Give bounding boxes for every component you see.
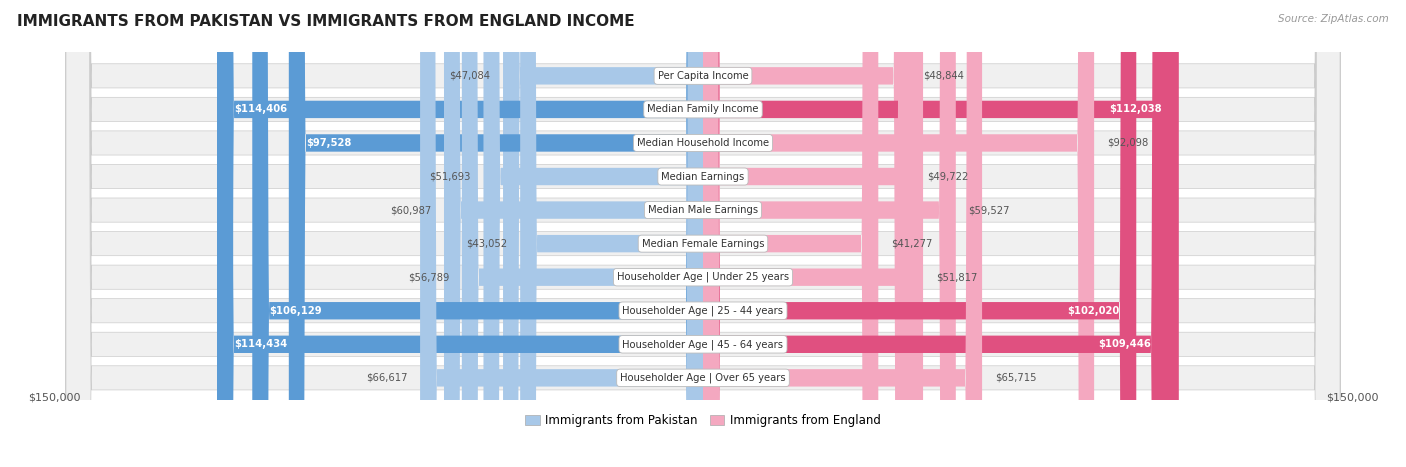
Text: Median Household Income: Median Household Income bbox=[637, 138, 769, 148]
Text: $109,446: $109,446 bbox=[1098, 340, 1152, 349]
FancyBboxPatch shape bbox=[703, 0, 914, 467]
FancyBboxPatch shape bbox=[66, 0, 1340, 467]
FancyBboxPatch shape bbox=[66, 0, 1340, 467]
Text: $65,715: $65,715 bbox=[995, 373, 1036, 383]
FancyBboxPatch shape bbox=[66, 0, 1340, 467]
Text: $47,084: $47,084 bbox=[450, 71, 491, 81]
FancyBboxPatch shape bbox=[66, 0, 1340, 467]
FancyBboxPatch shape bbox=[703, 0, 956, 467]
Text: $106,129: $106,129 bbox=[270, 306, 322, 316]
FancyBboxPatch shape bbox=[217, 0, 703, 467]
Text: $51,817: $51,817 bbox=[936, 272, 977, 282]
Text: $150,000: $150,000 bbox=[1326, 392, 1378, 402]
FancyBboxPatch shape bbox=[703, 0, 1178, 467]
FancyBboxPatch shape bbox=[444, 0, 703, 467]
Text: Median Male Earnings: Median Male Earnings bbox=[648, 205, 758, 215]
FancyBboxPatch shape bbox=[66, 0, 1340, 467]
Text: Median Earnings: Median Earnings bbox=[661, 171, 745, 182]
FancyBboxPatch shape bbox=[288, 0, 703, 467]
Text: Median Female Earnings: Median Female Earnings bbox=[641, 239, 765, 248]
FancyBboxPatch shape bbox=[252, 0, 703, 467]
Text: $102,020: $102,020 bbox=[1067, 306, 1119, 316]
FancyBboxPatch shape bbox=[420, 0, 703, 467]
Text: $51,693: $51,693 bbox=[429, 171, 471, 182]
Text: Householder Age | 45 - 64 years: Householder Age | 45 - 64 years bbox=[623, 339, 783, 350]
Text: Source: ZipAtlas.com: Source: ZipAtlas.com bbox=[1278, 14, 1389, 24]
Text: Householder Age | 25 - 44 years: Householder Age | 25 - 44 years bbox=[623, 305, 783, 316]
Text: $56,789: $56,789 bbox=[408, 272, 449, 282]
Text: $150,000: $150,000 bbox=[28, 392, 80, 402]
FancyBboxPatch shape bbox=[703, 0, 911, 467]
FancyBboxPatch shape bbox=[703, 0, 879, 467]
Text: $60,987: $60,987 bbox=[389, 205, 432, 215]
FancyBboxPatch shape bbox=[66, 0, 1340, 467]
FancyBboxPatch shape bbox=[484, 0, 703, 467]
Text: $66,617: $66,617 bbox=[366, 373, 408, 383]
FancyBboxPatch shape bbox=[461, 0, 703, 467]
Text: $43,052: $43,052 bbox=[467, 239, 508, 248]
FancyBboxPatch shape bbox=[703, 0, 981, 467]
Text: $112,038: $112,038 bbox=[1109, 105, 1161, 114]
FancyBboxPatch shape bbox=[703, 0, 924, 467]
FancyBboxPatch shape bbox=[66, 0, 1340, 467]
Text: $41,277: $41,277 bbox=[891, 239, 932, 248]
Text: Per Capita Income: Per Capita Income bbox=[658, 71, 748, 81]
Text: $92,098: $92,098 bbox=[1107, 138, 1149, 148]
Text: Median Family Income: Median Family Income bbox=[647, 105, 759, 114]
FancyBboxPatch shape bbox=[66, 0, 1340, 467]
Text: $97,528: $97,528 bbox=[305, 138, 352, 148]
Text: $114,434: $114,434 bbox=[233, 340, 287, 349]
Legend: Immigrants from Pakistan, Immigrants from England: Immigrants from Pakistan, Immigrants fro… bbox=[520, 410, 886, 432]
FancyBboxPatch shape bbox=[703, 0, 1094, 467]
FancyBboxPatch shape bbox=[66, 0, 1340, 467]
Text: Householder Age | Over 65 years: Householder Age | Over 65 years bbox=[620, 373, 786, 383]
FancyBboxPatch shape bbox=[217, 0, 703, 467]
Text: $49,722: $49,722 bbox=[927, 171, 969, 182]
Text: Householder Age | Under 25 years: Householder Age | Under 25 years bbox=[617, 272, 789, 283]
Text: $114,406: $114,406 bbox=[235, 105, 287, 114]
FancyBboxPatch shape bbox=[703, 0, 1168, 467]
Text: IMMIGRANTS FROM PAKISTAN VS IMMIGRANTS FROM ENGLAND INCOME: IMMIGRANTS FROM PAKISTAN VS IMMIGRANTS F… bbox=[17, 14, 634, 29]
FancyBboxPatch shape bbox=[703, 0, 1136, 467]
Text: $48,844: $48,844 bbox=[924, 71, 965, 81]
FancyBboxPatch shape bbox=[520, 0, 703, 467]
Text: $59,527: $59,527 bbox=[969, 205, 1010, 215]
FancyBboxPatch shape bbox=[503, 0, 703, 467]
FancyBboxPatch shape bbox=[66, 0, 1340, 467]
